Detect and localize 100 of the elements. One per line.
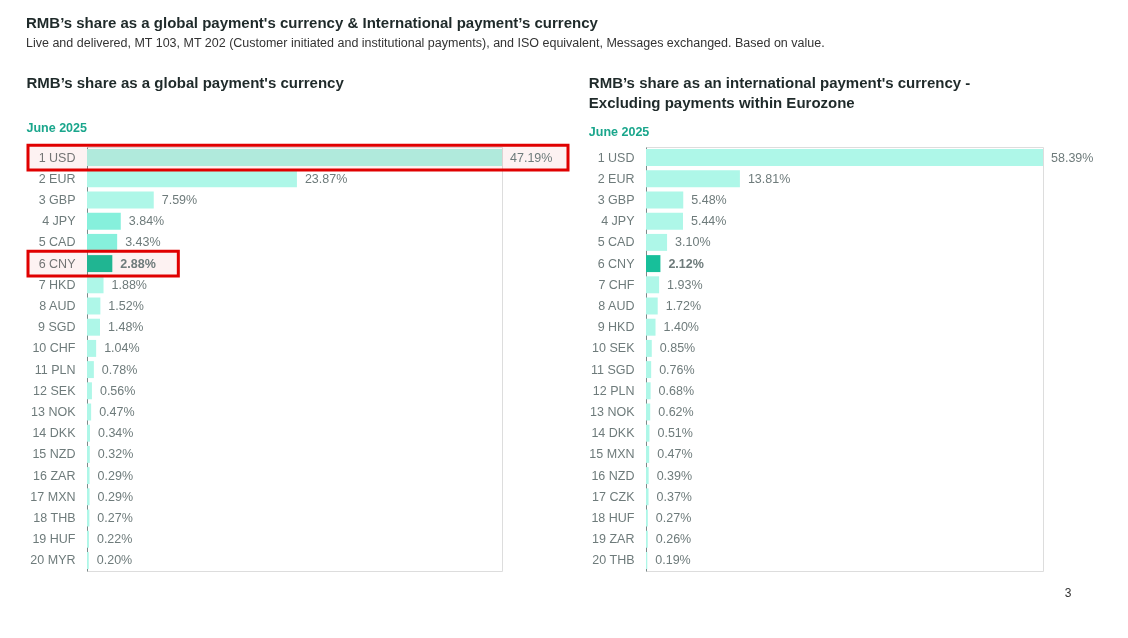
data-label: 0.47% (99, 405, 135, 419)
chart-subtitle: June 2025 (26, 121, 87, 136)
y-tick-label: 15 NZD (32, 447, 76, 462)
y-tick-label: 6 CNY (597, 256, 636, 271)
data-label: 0.78% (101, 362, 138, 377)
y-tick-label: 7 CHF (598, 277, 635, 292)
y-tick-label: 12 PLN (592, 383, 635, 398)
y-tick-label: 11 SGD (590, 362, 635, 377)
bar (87, 467, 90, 485)
data-label: 0.76% (659, 362, 695, 377)
bar (87, 424, 90, 442)
y-tick-label: 16 NZD (591, 468, 635, 483)
y-tick-label: 13 NOK (31, 405, 77, 419)
data-label: 0.19% (655, 553, 691, 568)
bar (646, 212, 683, 230)
y-tick-label: 4 JPY (42, 214, 77, 229)
data-label: 0.26% (655, 532, 692, 547)
data-label: 7.59% (161, 193, 198, 207)
y-tick-label: 16 ZAR (33, 468, 76, 483)
text: 3 (1064, 586, 1072, 600)
data-label: 0.27% (97, 511, 133, 525)
bar (87, 361, 94, 379)
data-label: 1.88% (111, 277, 147, 292)
y-tick-label: 19 HUF (32, 532, 76, 547)
bar (646, 149, 1043, 167)
data-label: 0.29% (97, 489, 133, 504)
y-tick-label: 17 MXN (30, 489, 76, 504)
y-tick-label: 3 GBP (38, 193, 76, 207)
bar (646, 233, 668, 251)
y-tick-label: 10 SEK (592, 341, 636, 356)
bar (87, 149, 502, 167)
data-label: 0.32% (97, 447, 134, 462)
bar (87, 382, 92, 400)
bar (87, 403, 92, 421)
bar (87, 276, 104, 294)
chart-title: RMB’s share as an international payment's currency - Excluding payments within Eurozone (588, 73, 971, 111)
bar (87, 191, 154, 209)
y-tick-label: 9 HKD (597, 320, 635, 335)
y-tick-label: 13 NOK (590, 405, 636, 419)
chart-subtitle: June 2025 (588, 124, 650, 139)
bar (646, 297, 658, 315)
data-label: 3.84% (128, 214, 165, 229)
y-tick-label: 12 SEK (33, 383, 77, 398)
y-tick-label: 7 HKD (38, 277, 76, 292)
data-label: 0.51% (657, 426, 693, 441)
data-label: 0.62% (658, 405, 694, 419)
y-tick-label: 1 USD (597, 150, 635, 165)
bar (87, 255, 113, 273)
data-label: 0.39% (656, 468, 693, 483)
y-tick-label: 4 JPY (601, 214, 636, 229)
bar (646, 361, 652, 379)
data-label: 0.22% (96, 532, 133, 547)
bar (646, 191, 684, 209)
data-label: 23.87% (304, 171, 348, 186)
data-label: 1.04% (104, 341, 140, 356)
data-label: 3.10% (675, 235, 711, 250)
bar (646, 403, 651, 421)
data-label: 1.72% (665, 299, 702, 313)
data-label: 1.40% (663, 320, 699, 335)
data-label: 5.48% (691, 193, 727, 207)
bar (87, 445, 90, 463)
bar (87, 233, 118, 251)
y-tick-label: 6 CNY (38, 256, 77, 271)
data-label: 5.44% (690, 214, 727, 229)
text: Live and delivered, MT 103, MT 202 (Customer initiated and institutional payments), and ISO equivalent, Messages exchanged. Based on value. (26, 35, 825, 50)
data-label: 2.12% (668, 256, 704, 271)
bar (87, 488, 90, 506)
y-tick-label: 5 CAD (38, 235, 76, 250)
y-tick-label: 17 CZK (592, 489, 636, 504)
bar (646, 339, 652, 357)
y-tick-label: 14 DKK (32, 426, 77, 441)
data-label: 0.20% (96, 553, 133, 568)
bar (646, 255, 661, 273)
bar (646, 382, 651, 400)
data-label: 0.29% (97, 468, 133, 483)
data-label: 13.81% (747, 171, 791, 186)
data-label: 2.88% (120, 256, 156, 271)
data-label: 3.43% (125, 235, 161, 250)
y-tick-label: 9 SGD (37, 320, 76, 335)
data-label: 0.68% (658, 383, 695, 398)
bar (646, 488, 649, 506)
bar (646, 170, 740, 188)
y-tick-label: 15 MXN (589, 447, 635, 462)
bar (87, 212, 121, 230)
y-tick-label: 18 HUF (591, 511, 635, 525)
y-tick-label: 14 DKK (591, 426, 636, 441)
bar (646, 467, 649, 485)
data-label: 0.85% (659, 341, 696, 356)
data-label: 0.37% (656, 489, 692, 504)
y-tick-label: 11 PLN (34, 362, 76, 377)
y-tick-label: 10 CHF (32, 341, 76, 356)
y-tick-label: 8 AUD (598, 299, 635, 313)
data-label: 1.93% (667, 277, 703, 292)
text: RMB’s share as a global payment's currency & International payment’s currency (26, 13, 599, 31)
data-label: 0.27% (655, 511, 692, 525)
y-tick-label: 2 EUR (38, 171, 76, 186)
data-label: 0.47% (657, 447, 693, 462)
data-label: 58.39% (1051, 150, 1094, 165)
bar (646, 445, 650, 463)
data-label: 1.52% (108, 299, 144, 313)
